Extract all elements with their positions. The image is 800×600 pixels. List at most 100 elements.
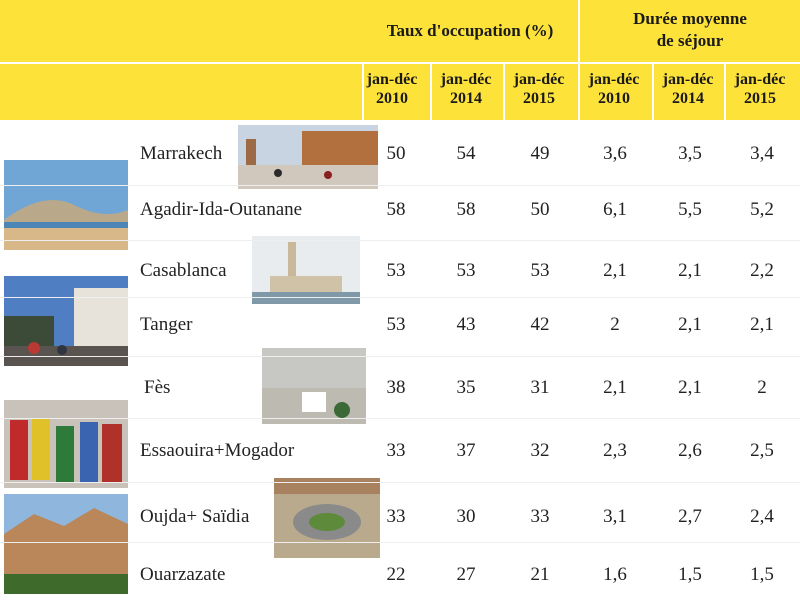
table-cell: 2,1 (603, 260, 627, 281)
city-name: Essaouira+Mogador (140, 440, 295, 461)
table-cell: 2 (610, 314, 620, 335)
table-cell: 53 (456, 260, 476, 281)
table-cell: 2,1 (678, 377, 702, 398)
table-cell: 32 (530, 440, 550, 461)
column-header-year: 2015 (744, 90, 776, 107)
column-header: jan-déc 2015 (724, 70, 796, 108)
table-cell: 53 (530, 260, 550, 281)
column-header: jan-déc 2010 (356, 70, 428, 108)
table-cell: 3,6 (603, 143, 627, 164)
fes-medina-photo (262, 348, 366, 424)
column-header-year: 2010 (376, 90, 408, 107)
essaouira-musicians-photo (4, 400, 128, 488)
avg-stay-title-line2: de séjour (656, 31, 724, 50)
table-cell: 5,5 (678, 199, 702, 220)
column-header-year: 2010 (598, 90, 630, 107)
city-name: Oujda+ Saïdia (140, 506, 250, 527)
table-cell: 49 (530, 143, 550, 164)
header-columns-row (0, 64, 800, 120)
row-divider (0, 482, 800, 483)
header-group-row (0, 0, 800, 62)
table-cell: 31 (530, 377, 550, 398)
table-cell: 50 (530, 199, 550, 220)
table-cell: 2,4 (750, 506, 774, 527)
table-cell: 3,5 (678, 143, 702, 164)
header-col-divider (724, 64, 726, 120)
column-header-label: jan-déc (734, 71, 786, 88)
row-divider (0, 418, 800, 419)
oujda-roundabout-photo (274, 478, 380, 558)
ouarzazate-kasbah-photo (4, 494, 128, 594)
table-cell: 43 (456, 314, 476, 335)
table-cell: 2,1 (678, 314, 702, 335)
table-cell: 42 (530, 314, 550, 335)
marrakech-square-photo (238, 125, 378, 189)
column-header-label: jan-déc (513, 71, 565, 88)
avg-stay-group-title: Durée moyenne de séjour (580, 8, 800, 52)
table-cell: 2,5 (750, 440, 774, 461)
table-cell: 2,7 (678, 506, 702, 527)
table-cell: 38 (386, 377, 406, 398)
column-header-label: jan-déc (366, 71, 418, 88)
column-header-year: 2014 (672, 90, 704, 107)
table-cell: 2,2 (750, 260, 774, 281)
header-col-divider (503, 64, 505, 120)
table-cell: 53 (386, 260, 406, 281)
table-cell: 2,1 (750, 314, 774, 335)
column-header: jan-déc 2015 (503, 70, 575, 108)
city-name: Agadir-Ida-Outanane (140, 199, 303, 220)
header-col-divider (652, 64, 654, 120)
occupancy-rate-group-title: Taux d'occupation (%) (386, 21, 554, 40)
table-cell: 5,2 (750, 199, 774, 220)
table-cell: 53 (386, 314, 406, 335)
table-cell: 58 (386, 199, 406, 220)
column-header-label: jan-déc (588, 71, 640, 88)
header-col-divider (362, 64, 364, 120)
column-header-year: 2015 (523, 90, 555, 107)
header-col-divider (430, 64, 432, 120)
column-header: jan-déc 2014 (430, 70, 502, 108)
table-cell: 21 (530, 564, 550, 585)
table-cell: 58 (456, 199, 476, 220)
column-header: jan-déc 2014 (652, 70, 724, 108)
table-cell: 54 (456, 143, 476, 164)
table-cell: 3,4 (750, 143, 774, 164)
table-cell: 1,6 (603, 564, 627, 585)
header-group-divider (578, 0, 580, 120)
table-cell: 35 (456, 377, 476, 398)
city-name: Casablanca (140, 260, 227, 281)
table-cell: 2,1 (678, 260, 702, 281)
city-name: Tanger (140, 314, 193, 335)
row-divider (0, 297, 800, 298)
table-cell: 2 (757, 377, 767, 398)
tanger-street-photo (4, 276, 128, 366)
table-cell: 6,1 (603, 199, 627, 220)
row-divider (0, 240, 800, 241)
city-name: Fès (144, 377, 171, 398)
table-cell: 37 (456, 440, 476, 461)
column-header-label: jan-déc (440, 71, 492, 88)
city-name: Ouarzazate (140, 564, 226, 585)
casablanca-mosque-photo (252, 236, 360, 304)
table-cell: 3,1 (603, 506, 627, 527)
table-cell: 22 (386, 564, 406, 585)
table-cell: 2,3 (603, 440, 627, 461)
row-divider (0, 542, 800, 543)
table-cell: 1,5 (678, 564, 702, 585)
row-divider (0, 356, 800, 357)
column-header-year: 2014 (450, 90, 482, 107)
table-cell: 2,6 (678, 440, 702, 461)
table-cell: 1,5 (750, 564, 774, 585)
table-cell: 30 (456, 506, 476, 527)
avg-stay-title-line1: Durée moyenne (633, 9, 747, 28)
column-header-label: jan-déc (662, 71, 714, 88)
agadir-beach-photo (4, 160, 128, 250)
table-cell: 27 (456, 564, 476, 585)
table-cell: 33 (386, 440, 406, 461)
table-cell: 33 (386, 506, 406, 527)
table-cell: 50 (386, 143, 406, 164)
table-cell: 2,1 (603, 377, 627, 398)
row-divider (0, 185, 800, 186)
table-cell: 33 (530, 506, 550, 527)
city-name: Marrakech (140, 143, 223, 164)
